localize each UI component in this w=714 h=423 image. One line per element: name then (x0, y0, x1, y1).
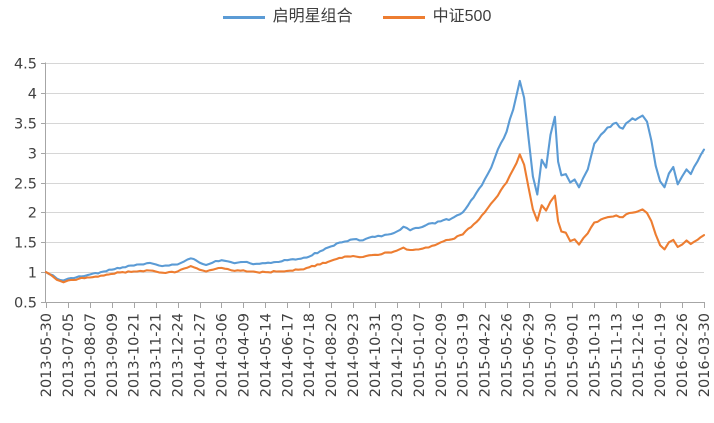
x-tick-label: 2014-08-20 (324, 313, 340, 397)
y-tick-label: 1.5 (14, 236, 37, 252)
x-tick-label: 2015-01-07 (412, 313, 428, 397)
y-tick-label: 2 (28, 206, 37, 222)
x-tick-label: 2015-06-29 (522, 313, 538, 397)
x-tick-label: 2016-02-26 (675, 313, 691, 397)
legend-label-qimingxing-portfolio: 启明星组合 (272, 8, 353, 25)
y-tick-label: 3.5 (14, 117, 37, 133)
x-tick-label: 2015-02-09 (434, 313, 450, 397)
x-tick-label: 2014-06-17 (280, 313, 296, 397)
x-tick-label: 2015-11-13 (609, 313, 625, 397)
x-tick-label: 2015-12-16 (631, 313, 647, 397)
series-line-qimingxing-portfolio (44, 79, 706, 282)
x-tick-label: 2014-07-18 (302, 313, 318, 397)
x-tick-label: 2013-12-24 (171, 313, 187, 397)
y-tick-label: 4.5 (14, 57, 37, 73)
legend-line-swatch-blue (222, 15, 265, 19)
x-tick-label: 2013-08-07 (83, 313, 99, 397)
y-tick-label: 4 (28, 87, 37, 103)
x-tick-label: 2014-04-09 (236, 313, 252, 397)
x-tick-label: 2014-12-03 (390, 313, 406, 397)
y-tick-label: 1 (28, 266, 37, 282)
y-tick-label: 3 (28, 147, 37, 163)
x-tick-label: 2015-05-26 (500, 313, 516, 397)
x-tick-label: 2013-11-21 (149, 313, 165, 397)
x-tick-label: 2014-10-31 (368, 313, 384, 397)
x-tick-label: 2015-03-19 (456, 313, 472, 397)
series-line-csi500 (44, 153, 706, 284)
x-tick-label: 2014-01-27 (193, 313, 209, 397)
x-tick-label: 2015-09-01 (565, 313, 581, 397)
x-tick-label: 2014-09-23 (346, 313, 362, 397)
y-tick-label: 0.5 (14, 296, 37, 312)
x-tick-label: 2013-09-09 (105, 313, 121, 397)
y-tick-label: 2.5 (14, 177, 37, 193)
legend-item-csi500: 中证500 (382, 8, 492, 25)
x-tick-label: 2013-10-21 (127, 313, 143, 397)
x-tick-label: 2016-03-30 (697, 313, 713, 397)
x-tick-label: 2013-05-30 (39, 313, 55, 397)
x-tick-label: 2015-04-22 (478, 313, 494, 397)
chart-legend: 启明星组合 中证500 (0, 9, 714, 25)
x-tick-label: 2013-07-05 (61, 313, 77, 397)
legend-item-qimingxing-portfolio: 启明星组合 (222, 8, 353, 25)
x-tick-label: 2014-03-06 (214, 313, 230, 397)
x-tick-label: 2014-05-14 (258, 313, 274, 397)
legend-line-swatch-orange (382, 15, 425, 19)
x-tick-label: 2015-07-30 (543, 313, 559, 397)
x-tick-label: 2016-01-19 (653, 313, 669, 397)
x-tick-label: 2015-10-13 (587, 313, 603, 397)
legend-label-csi500: 中证500 (432, 8, 492, 25)
